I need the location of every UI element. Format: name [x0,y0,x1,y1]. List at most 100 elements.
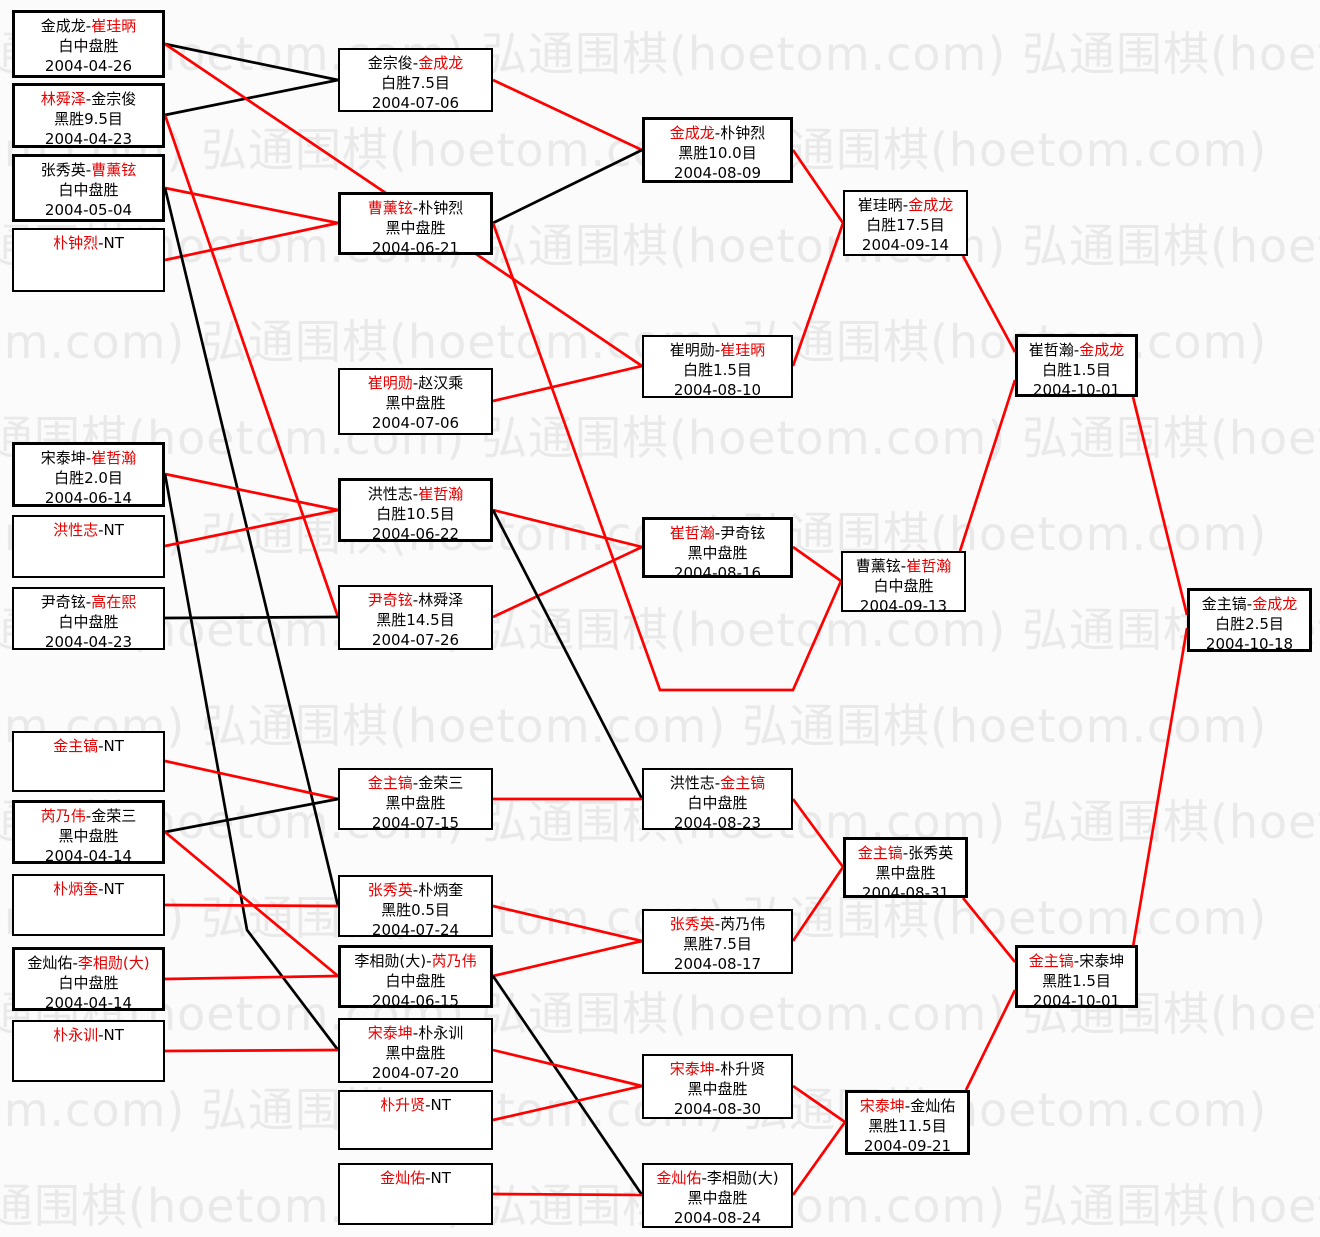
match-box-r2-E[interactable]: 尹奇铉-林舜泽 黑胜14.5目 2004-07-26 [338,585,493,650]
match-box-r2-D[interactable]: 洪性志-崔哲瀚 白胜10.5目 2004-06-22 [338,478,493,543]
players-dash: - [425,1169,431,1187]
player1-name: 朴炳奎 [53,880,99,898]
match-date: 2004-09-21 [863,1137,952,1155]
match-players: 金主镐-金成龙 [1190,594,1309,614]
player2-name: 尹奇铉 [720,524,766,542]
players-dash: - [98,880,104,898]
match-players: 崔明勋-赵汉乘 [340,373,491,393]
match-players: 金主镐-张秀英 [846,843,965,863]
match-box-r4-T[interactable]: 曹薰铉-崔哲瀚 白中盘胜 2004-09-13 [841,551,966,615]
match-box-r3-L[interactable]: 金成龙-朴钟烈 黑胜10.0目 2004-08-09 [642,117,793,183]
players-dash: - [701,1169,707,1187]
match-box-r2-J[interactable]: 朴升贤-NT [338,1090,493,1150]
player2-name: NT [103,737,124,755]
player1-name: 金宗俊 [367,54,413,72]
match-date: 2004-04-14 [44,994,133,1012]
match-box-r4-U[interactable]: 金主镐-张秀英 黑中盘胜 2004-08-31 [843,837,968,902]
match-date: 2004-07-06 [371,414,460,432]
match-box-r1-10[interactable]: 朴炳奎-NT [12,874,165,936]
match-box-r2-B[interactable]: 曹薰铉-朴钟烈 黑中盘胜 2004-06-21 [338,192,493,257]
match-date: 2004-10-18 [1205,635,1294,653]
match-date: 2004-06-22 [371,525,460,543]
match-box-r3-M[interactable]: 崔明勋-崔珪昞 白胜1.5目 2004-08-10 [642,335,793,399]
players-dash: - [1246,595,1253,613]
connector-line-r4-T-to-r5-W [958,379,1017,552]
match-players: 张秀英-芮乃伟 [644,914,791,934]
match-box-r3-P[interactable]: 张秀英-芮乃伟 黑胜7.5目 2004-08-17 [642,909,793,974]
player2-name: NT [103,234,124,252]
match-result: 黑胜9.5目 [54,110,123,128]
players-dash: - [98,1026,104,1044]
match-box-r2-H[interactable]: 李相勋(大)-芮乃伟 白中盘胜 2004-06-15 [338,945,493,1010]
connector-line-r1-12-to-r2-I [164,1048,339,1053]
connector-line-r2-H-to-r3-R [491,975,644,1196]
players-dash: - [1073,952,1080,970]
player1-name: 张秀英 [669,915,715,933]
player2-name: 高在熙 [91,593,137,611]
match-date: 2004-04-23 [44,633,133,651]
match-box-r2-K[interactable]: 金灿佑-NT [338,1163,493,1225]
match-box-r1-12[interactable]: 朴永训-NT [12,1020,165,1082]
match-players: 金宗俊-金成龙 [340,53,491,73]
connector-line-r1-9-to-r2-F [164,797,339,834]
player1-name: 张秀英 [367,881,413,899]
match-box-r1-9[interactable]: 芮乃伟-金荣三 黑中盘胜 2004-04-14 [12,800,165,865]
match-box-r1-1[interactable]: 金成龙-崔珪昞 白中盘胜 2004-04-26 [12,10,165,78]
player2-name: NT [430,1096,451,1114]
match-box-r1-5[interactable]: 宋泰坤-崔哲瀚 白胜2.0目 2004-06-14 [12,442,165,507]
players-dash: - [900,557,907,575]
match-box-r1-7[interactable]: 尹奇铉-高在熙 白中盘胜 2004-04-23 [12,587,165,651]
players-dash: - [412,374,419,392]
players-dash: - [714,915,721,933]
player1-name: 金主镐 [1028,952,1074,970]
match-box-r1-11[interactable]: 金灿佑-李相勋(大) 白中盘胜 2004-04-14 [12,947,165,1012]
match-box-r1-8[interactable]: 金主镐-NT [12,731,165,792]
player2-name: 张秀英 [908,844,954,862]
match-players: 朴钟烈-NT [14,233,163,253]
match-box-r1-2[interactable]: 林舜泽-金宗俊 黑胜9.5目 2004-04-23 [12,83,165,148]
player2-name: 李相勋(大) [706,1169,779,1187]
match-players: 崔珪昞-金成龙 [845,195,966,215]
match-result: 白胜2.5目 [1215,615,1284,633]
player1-name: 崔明勋 [669,341,715,359]
match-box-r3-O[interactable]: 洪性志-金主镐 白中盘胜 2004-08-23 [642,768,793,832]
match-date: 2004-06-14 [44,489,133,507]
match-box-r2-I[interactable]: 宋泰坤-朴永训 黑中盘胜 2004-07-20 [338,1018,493,1083]
match-box-r3-R[interactable]: 金灿佑-李相勋(大) 黑中盘胜 2004-08-24 [642,1163,793,1228]
match-box-r2-F[interactable]: 金主镐-金荣三 黑中盘胜 2004-07-15 [338,768,493,832]
player1-name: 宋泰坤 [40,449,86,467]
match-date: 2004-07-06 [371,94,460,112]
match-box-r1-3[interactable]: 张秀英-曹薰铉 白中盘胜 2004-05-04 [12,154,165,222]
player2-name: 曹薰铉 [91,161,137,179]
match-box-r4-V[interactable]: 宋泰坤-金灿佑 黑胜11.5目 2004-09-21 [845,1090,970,1155]
match-box-r1-6[interactable]: 洪性志-NT [12,515,165,578]
match-box-r2-G[interactable]: 张秀英-朴炳奎 黑胜0.5目 2004-07-24 [338,875,493,939]
match-date: 2004-06-15 [371,992,460,1010]
match-date: 2004-08-24 [673,1209,762,1227]
connector-line-r5-W-to-r6-Y [1131,396,1189,616]
match-date: 2004-08-10 [673,381,762,399]
match-players: 尹奇铉-林舜泽 [340,590,491,610]
players-dash: - [85,161,92,179]
match-players: 林舜泽-金宗俊 [15,89,162,109]
player1-name: 金灿佑 [380,1169,426,1187]
players-dash: - [98,521,104,539]
match-box-r2-A[interactable]: 金宗俊-金成龙 白胜7.5目 2004-07-06 [338,48,493,112]
match-box-r3-N[interactable]: 崔哲瀚-尹奇铉 黑中盘胜 2004-08-16 [642,517,793,582]
match-box-r1-4[interactable]: 朴钟烈-NT [12,228,165,292]
player2-name: 朴升贤 [720,1060,766,1078]
match-box-r4-S[interactable]: 崔珪昞-金成龙 白胜17.5目 2004-09-14 [843,190,968,256]
match-box-r6-Y[interactable]: 金主镐-金成龙 白胜2.5目 2004-10-18 [1187,588,1312,653]
match-box-r2-C[interactable]: 崔明勋-赵汉乘 黑中盘胜 2004-07-06 [338,368,493,435]
player1-name: 尹奇铉 [367,591,413,609]
player2-name: 金主镐 [720,774,766,792]
players-dash: - [412,54,419,72]
match-players: 金灿佑-NT [340,1168,491,1188]
match-box-r3-Q[interactable]: 宋泰坤-朴升贤 黑中盘胜 2004-08-30 [642,1054,793,1119]
connector-line-r1-2-to-r2-A [164,78,339,117]
match-players: 洪性志-崔哲瀚 [341,484,490,504]
connector-line-r2-C-to-r3-M [492,364,643,403]
match-box-r5-W[interactable]: 崔哲瀚-金成龙 白胜1.5目 2004-10-01 [1015,334,1138,399]
connector-line-r2-J-to-r3-Q [492,1084,643,1122]
match-box-r5-X[interactable]: 金主镐-宋泰坤 黑胜1.5目 2004-10-01 [1015,945,1138,1010]
